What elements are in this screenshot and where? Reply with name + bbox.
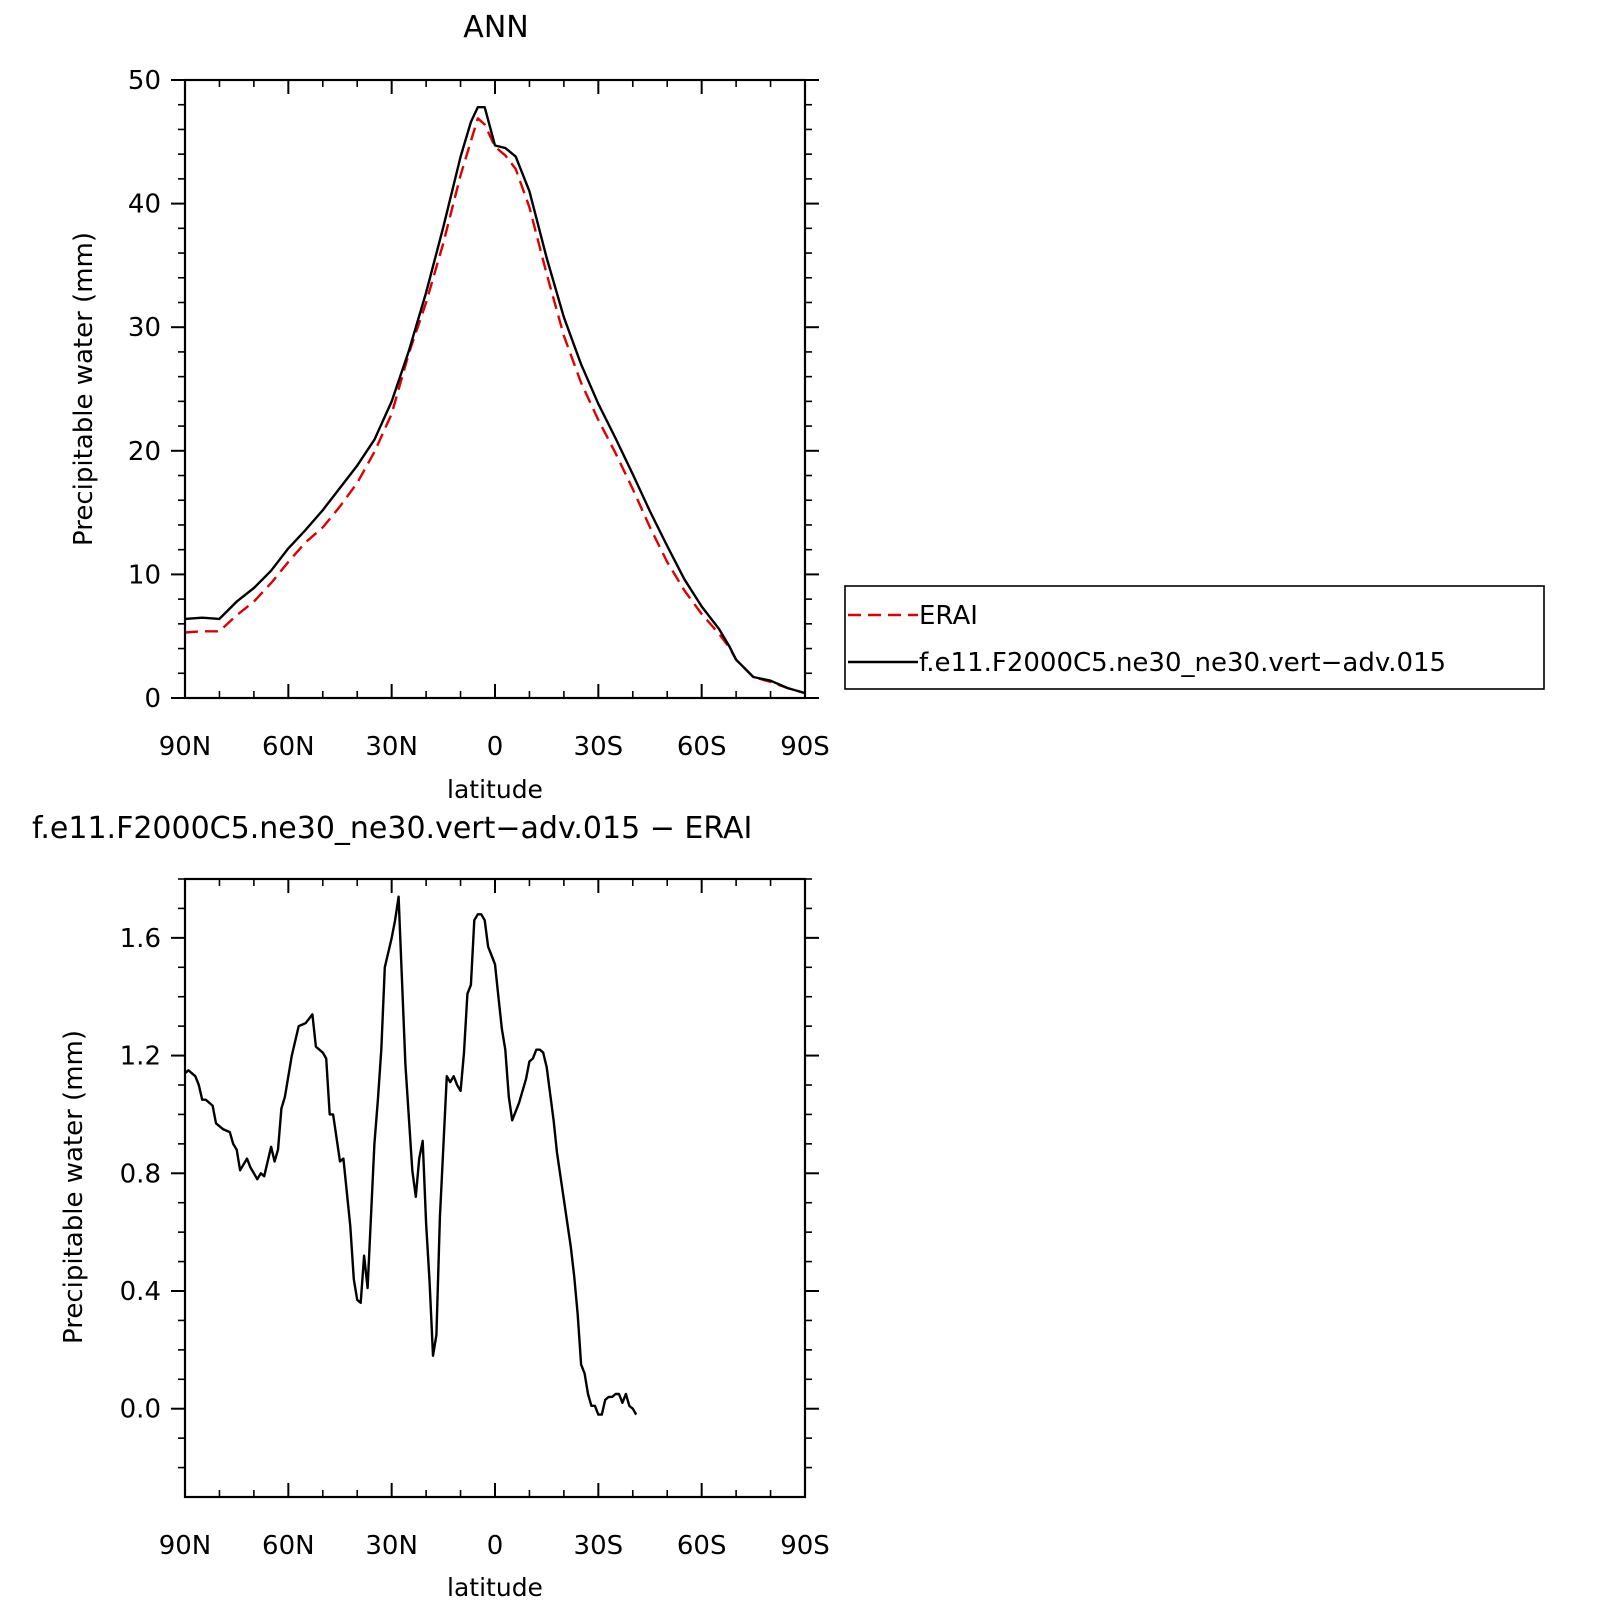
x-tick-label: 90N xyxy=(159,732,212,762)
y-tick-label: 20 xyxy=(128,437,161,467)
bottom-x-axis-label: latitude xyxy=(447,1573,543,1602)
top-ticks xyxy=(171,79,819,699)
y-tick-label: 30 xyxy=(128,313,161,343)
top-x-axis-label: latitude xyxy=(447,775,543,804)
x-tick-label: 30N xyxy=(365,732,418,762)
x-tick-label: 0 xyxy=(487,732,504,762)
top-plot-frame xyxy=(183,78,807,700)
bottom-ticks xyxy=(171,878,819,1497)
y-tick-label: 0.0 xyxy=(120,1395,161,1425)
legend-label-model: f.e11.F2000C5.ne30_ne30.vert−adv.015 xyxy=(919,648,1446,678)
bottom-tick-labels: 90N 60N 30N 0 30S 60S 90S 0.0 0.4 0.8 1.2 1.6 xyxy=(120,924,830,1561)
y-tick-label: 40 xyxy=(128,190,161,220)
x-tick-label: 30S xyxy=(574,732,624,762)
top-panel: ANN 90N 60N 30N 0 30S 60S 90S 0 10 20 30 40 50 latit… xyxy=(69,10,830,804)
x-tick-label: 90N xyxy=(159,1531,212,1561)
x-tick-label: 60N xyxy=(262,1531,315,1561)
x-tick-label: 60S xyxy=(677,732,727,762)
legend-box xyxy=(844,585,1545,690)
top-y-axis-label: Precipitable water (mm) xyxy=(69,232,99,546)
x-tick-label: 60S xyxy=(677,1531,727,1561)
x-tick-label: 30S xyxy=(574,1531,624,1561)
x-tick-label: 90S xyxy=(780,1531,830,1561)
y-tick-label: 0 xyxy=(144,684,161,714)
legend: ERAI f.e11.F2000C5.ne30_ne30.vert−adv.01… xyxy=(844,585,1545,690)
bottom-plot-frame xyxy=(183,877,807,1499)
y-tick-label: 1.6 xyxy=(120,924,161,954)
y-tick-label: 10 xyxy=(128,560,161,590)
bottom-panel: f.e11.F2000C5.ne30_ne30.vert−adv.015 − E… xyxy=(32,811,830,1602)
top-title: ANN xyxy=(463,10,528,45)
x-tick-label: 60N xyxy=(262,732,315,762)
bottom-series xyxy=(184,895,638,1416)
x-tick-label: 90S xyxy=(780,732,830,762)
series-line-model xyxy=(184,105,806,695)
y-tick-label: 1.2 xyxy=(120,1042,161,1072)
y-tick-label: 50 xyxy=(128,66,161,96)
series-line-erai xyxy=(184,117,806,695)
legend-label-erai: ERAI xyxy=(919,601,978,631)
series-line-difference xyxy=(184,895,638,1416)
top-tick-labels: 90N 60N 30N 0 30S 60S 90S 0 10 20 30 40 50 xyxy=(128,66,830,762)
x-tick-label: 0 xyxy=(487,1531,504,1561)
x-tick-label: 30N xyxy=(365,1531,418,1561)
top-series xyxy=(184,105,806,695)
y-tick-label: 0.8 xyxy=(120,1159,161,1189)
bottom-title: f.e11.F2000C5.ne30_ne30.vert−adv.015 − E… xyxy=(32,811,752,846)
bottom-y-axis-label: Precipitable water (mm) xyxy=(59,1030,89,1344)
y-tick-label: 0.4 xyxy=(120,1277,161,1307)
